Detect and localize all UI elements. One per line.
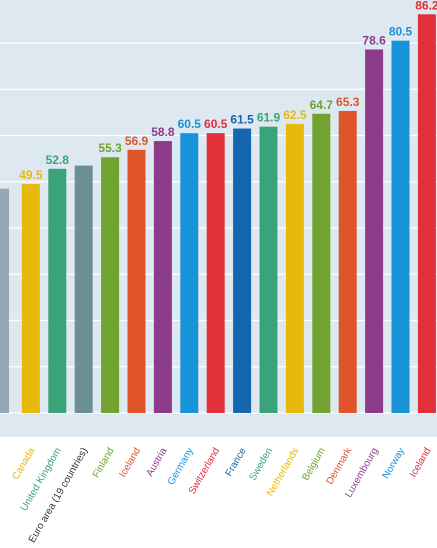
value-label: 78.6 xyxy=(362,33,386,47)
value-label: 62.5 xyxy=(283,108,307,122)
x-tick-label: Canada xyxy=(10,446,37,482)
value-label: 64.7 xyxy=(310,98,334,112)
value-label: 58.8 xyxy=(151,125,175,139)
value-label: 60.5 xyxy=(204,117,228,131)
bar xyxy=(417,14,436,413)
bar xyxy=(233,128,252,413)
x-tick-label: Sweden xyxy=(248,446,276,483)
bar xyxy=(127,149,146,413)
bar xyxy=(312,113,331,413)
bar xyxy=(180,133,199,413)
value-label: 60.5 xyxy=(178,117,202,131)
bar xyxy=(285,123,304,413)
value-labels: 49.552.855.356.958.860.5 60.5 61.5 61.9 62.5… xyxy=(19,0,437,182)
value-label: 61.5 xyxy=(230,113,254,127)
x-tick-label: Austria xyxy=(144,446,169,479)
x-tick-label: France xyxy=(224,446,249,479)
bar xyxy=(153,141,172,414)
value-label: 86.2 xyxy=(415,0,437,12)
bar xyxy=(101,157,120,413)
bar xyxy=(338,110,357,414)
value-label: 49.5 xyxy=(19,168,43,182)
bar xyxy=(391,40,410,413)
bar xyxy=(206,133,225,413)
value-label: 61.9 xyxy=(257,111,281,125)
bar xyxy=(259,126,278,414)
bar xyxy=(21,184,40,413)
x-tick-label: Norway xyxy=(381,446,407,481)
bar xyxy=(0,188,9,413)
bar xyxy=(365,49,384,413)
bar xyxy=(74,165,93,413)
value-label: 65.3 xyxy=(336,95,360,109)
x-tick-label: Iceland xyxy=(117,446,143,479)
value-label: 55.3 xyxy=(98,141,122,155)
bar xyxy=(48,168,67,413)
x-tick-label: Germany xyxy=(166,446,196,487)
x-tick-label: Finland xyxy=(91,446,117,480)
x-tick-label: Iceland xyxy=(408,446,434,479)
value-label: 52.8 xyxy=(46,153,70,167)
value-label: 56.9 xyxy=(125,134,149,148)
value-label: 80.5 xyxy=(389,25,413,39)
x-tick-label: Belgium xyxy=(300,446,328,483)
bars xyxy=(0,14,436,414)
